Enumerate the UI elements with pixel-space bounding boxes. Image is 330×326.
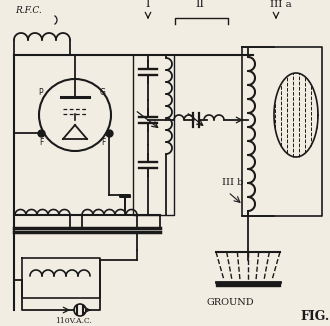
Text: P: P — [39, 88, 43, 97]
Text: R.F.C.: R.F.C. — [15, 6, 42, 15]
Text: III b: III b — [222, 178, 244, 187]
Text: II: II — [195, 0, 205, 9]
Text: F: F — [101, 138, 105, 147]
Text: GROUND: GROUND — [206, 298, 254, 307]
Text: 110V.A.C.: 110V.A.C. — [55, 317, 92, 325]
Text: III a: III a — [270, 0, 292, 9]
Text: F: F — [39, 138, 43, 147]
Text: I: I — [146, 0, 150, 9]
Text: FIG.1: FIG.1 — [300, 310, 330, 323]
Text: G: G — [100, 88, 106, 97]
